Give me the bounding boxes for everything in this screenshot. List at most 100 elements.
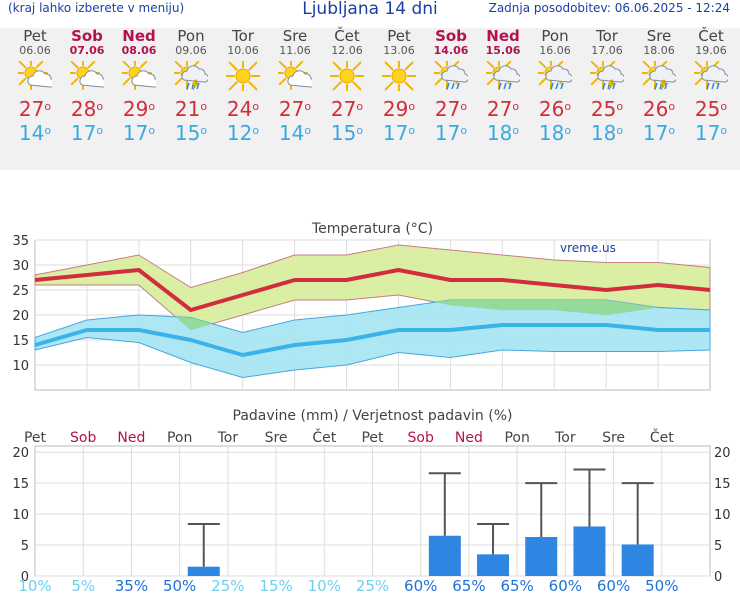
day-label: Sob: [70, 430, 96, 446]
y-tick-label-left: 15: [12, 477, 29, 492]
day-label: Pet: [361, 430, 384, 446]
y-tick-label-left: 0: [21, 570, 29, 585]
max-temperature-line: [34, 268, 711, 312]
precipitation-probability-label: 35%: [115, 577, 148, 593]
day-date: 06.06: [19, 44, 51, 57]
sun-rain-icon: [538, 61, 572, 90]
precipitation-bar: [477, 554, 510, 576]
day-label: Sre: [602, 430, 625, 446]
day-name: Sob: [435, 27, 467, 45]
precipitation-probability-label: 5%: [71, 577, 95, 593]
sun-storm-icon: [590, 61, 624, 91]
precipitation-bar: [525, 537, 558, 576]
max-temperature: 25o: [694, 97, 728, 121]
day-date: 18.06: [643, 44, 675, 57]
day-column: Tor 17.06 25o 18o: [581, 28, 633, 145]
precipitation-chart: Padavine (mm) / Verjetnost padavin (%) Pe…: [12, 408, 730, 593]
day-date: 12.06: [331, 44, 363, 57]
precipitation-probability-label: 25%: [211, 577, 244, 593]
day-label: Pet: [24, 430, 47, 446]
max-temperature: 27o: [486, 97, 520, 121]
day-label: Čet: [650, 428, 674, 446]
min-temperature: 17o: [382, 121, 416, 145]
sun-icon: [226, 61, 260, 91]
sun-icon: [382, 61, 416, 91]
min-temperature: 17o: [434, 121, 468, 145]
min-temperature-line: [34, 323, 710, 357]
max-temperature: 26o: [538, 97, 572, 121]
day-date: 19.06: [695, 44, 727, 57]
min-temperature: 17o: [70, 121, 104, 145]
max-temperature: 25o: [590, 97, 624, 121]
day-label: Sob: [408, 430, 434, 446]
max-temperature: 29o: [382, 97, 416, 121]
day-column: Pon 09.06 21o 15o: [165, 28, 217, 145]
day-label: Ned: [117, 430, 145, 446]
day-column: Sre 18.06 26o 17o: [633, 28, 685, 145]
day-label: Ned: [455, 430, 483, 446]
day-name: Sob: [71, 27, 103, 45]
day-date: 16.06: [539, 44, 571, 57]
max-temperature: 24o: [226, 97, 260, 121]
temperature-band-overlap: [606, 300, 659, 315]
day-date: 11.06: [279, 44, 311, 57]
precipitation-bar: [621, 544, 654, 576]
min-temperature: 12o: [226, 121, 260, 145]
daily-forecast-strip: Pet 06.06 27o 14o Sob 07.06 28o 17o Ned 08.06 29o 1…: [0, 28, 740, 170]
page-title: Ljubljana 14 dni: [302, 0, 438, 19]
precipitation-bar: [573, 526, 606, 576]
min-temperature: 15o: [174, 121, 208, 145]
day-label: Tor: [554, 430, 576, 446]
day-label: Pon: [504, 430, 529, 446]
temperature-band-overlap: [450, 300, 503, 310]
day-date: 15.06: [485, 44, 521, 57]
day-name: Pet: [387, 27, 411, 45]
sun-cloud-icon: [278, 61, 312, 90]
day-label: Pon: [167, 430, 192, 446]
temperature-band-overlap: [554, 300, 607, 315]
day-name: Tor: [596, 27, 618, 45]
watermark: vreme.us: [560, 241, 616, 255]
max-temperature: 21o: [174, 97, 208, 121]
precipitation-chart-title: Padavine (mm) / Verjetnost padavin (%): [233, 408, 513, 424]
day-name: Sre: [646, 27, 672, 45]
day-date: 10.06: [227, 44, 259, 57]
day-name: Čet: [698, 27, 724, 45]
max-temperature: 28o: [70, 97, 104, 121]
day-date: 13.06: [383, 44, 415, 57]
y-tick-label: 20: [12, 309, 29, 324]
day-date: 07.06: [69, 44, 105, 57]
sun-cloud-icon: [70, 61, 104, 90]
sun-cloud-icon: [122, 61, 156, 90]
day-column: Ned 15.06 27o 18o: [477, 28, 529, 145]
precipitation-probability-label: 15%: [259, 577, 292, 593]
day-name: Ned: [486, 27, 520, 45]
day-name: Ned: [122, 27, 156, 45]
y-tick-label: 35: [12, 234, 29, 249]
max-temperature: 27o: [278, 97, 312, 121]
min-temperature: 17o: [642, 121, 676, 145]
precipitation-probability-label: 65%: [452, 577, 485, 593]
precipitation-bar: [428, 535, 461, 576]
precipitation-probability-label: 50%: [163, 577, 196, 593]
location-menu-hint[interactable]: (kraj lahko izberete v meniju): [8, 1, 185, 15]
temperature-band-overlap: [502, 300, 555, 310]
y-tick-label-left: 10: [12, 508, 29, 523]
day-column: Čet 12.06 27o 15o: [321, 28, 373, 145]
y-tick-label-right: 5: [714, 539, 722, 554]
day-column: Ned 08.06 29o 17o: [113, 28, 165, 145]
sun-cloud-icon: [18, 61, 52, 90]
temperature-band-overlap: [190, 317, 213, 330]
min-temperature: 18o: [590, 121, 624, 145]
day-name: Sre: [282, 27, 308, 45]
precipitation-bar: [187, 566, 220, 576]
precipitation-probability-label: 60%: [404, 577, 437, 593]
sun-rain-icon: [694, 61, 728, 90]
min-temperature: 18o: [538, 121, 572, 145]
day-label: Sre: [265, 430, 288, 446]
temperature-chart-title: Temperatura (°C): [311, 221, 433, 237]
y-tick-label: 25: [12, 284, 29, 299]
precipitation-probability-label: 10%: [308, 577, 341, 593]
min-temperature: 18o: [486, 121, 520, 145]
min-temperature: 14o: [18, 121, 52, 145]
